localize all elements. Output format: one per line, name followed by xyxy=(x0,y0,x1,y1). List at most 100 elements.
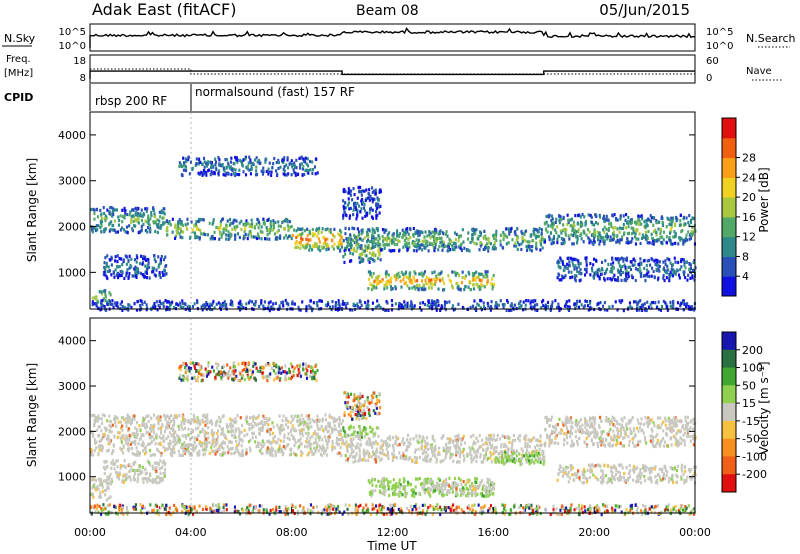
scatter-cell xyxy=(366,246,369,250)
scatter-cell xyxy=(328,229,331,233)
scatter-cell xyxy=(191,429,194,433)
scatter-cell xyxy=(287,166,290,170)
scatter-cell xyxy=(255,222,258,226)
scatter-cell xyxy=(264,375,267,379)
scatter-cell xyxy=(347,187,350,191)
scatter-cell xyxy=(284,173,287,177)
scatter-cell xyxy=(367,270,370,274)
power-colorbar-label: Power [dB] xyxy=(757,167,771,232)
scatter-cell xyxy=(154,215,157,219)
scatter-cell xyxy=(195,220,198,224)
scatter-cell xyxy=(218,373,221,377)
scatter-cell xyxy=(198,440,201,444)
scatter-cell xyxy=(456,460,459,464)
scatter-cell xyxy=(163,268,166,272)
scatter-cell xyxy=(324,228,327,232)
scatter-cell xyxy=(123,473,126,477)
scatter-cell xyxy=(116,435,119,440)
scatter-cell xyxy=(323,435,326,439)
scatter-cell xyxy=(305,366,308,371)
scatter-cell xyxy=(210,445,213,449)
scatter-cell xyxy=(518,306,521,310)
scatter-cell xyxy=(148,276,151,280)
scatter-cell xyxy=(239,308,242,312)
scatter-cell xyxy=(627,241,630,245)
scatter-cell xyxy=(95,208,98,212)
scatter-cell xyxy=(366,213,369,217)
scatter-cell xyxy=(290,452,293,456)
scatter-cell xyxy=(563,240,566,244)
scatter-cell xyxy=(134,218,137,222)
scatter-cell xyxy=(167,442,170,446)
scatter-cell xyxy=(210,163,213,167)
scatter-cell xyxy=(384,271,387,276)
scatter-cell xyxy=(282,304,285,308)
scatter-cell xyxy=(182,416,185,420)
scatter-cell xyxy=(212,218,215,222)
scatter-cell xyxy=(646,274,649,278)
scatter-cell xyxy=(114,230,117,234)
scatter-cell xyxy=(247,375,250,379)
scatter-cell xyxy=(94,229,97,233)
scatter-cell xyxy=(404,242,407,246)
scatter-cell xyxy=(306,242,309,246)
scatter-cell xyxy=(143,257,146,261)
scatter-cell xyxy=(274,220,277,225)
scatter-cell xyxy=(239,372,242,376)
scatter-cell xyxy=(480,278,483,282)
scatter-cell xyxy=(375,426,378,430)
scatter-cell xyxy=(258,222,261,226)
scatter-cell xyxy=(569,218,572,222)
scatter-cell xyxy=(139,271,142,275)
scatter-cell xyxy=(129,478,132,482)
scatter-cell xyxy=(94,417,97,421)
scatter-cell xyxy=(425,281,428,285)
scatter-cell xyxy=(123,214,126,218)
scatter-cell xyxy=(277,160,280,165)
scatter-cell xyxy=(316,171,319,175)
scatter-cell xyxy=(126,436,129,440)
scatter-cell xyxy=(587,213,590,217)
scatter-cell xyxy=(273,156,276,161)
scatter-cell xyxy=(637,217,640,221)
scatter-cell xyxy=(618,270,621,274)
scatter-cell xyxy=(610,238,613,242)
scatter-cell xyxy=(306,233,309,238)
scatter-cell xyxy=(168,417,171,421)
scatter-cell xyxy=(349,308,352,312)
scatter-cell xyxy=(235,446,238,450)
scatter-cell xyxy=(125,225,128,229)
scatter-cell xyxy=(119,472,122,476)
scatter-cell xyxy=(309,374,312,378)
scatter-cell xyxy=(193,436,196,440)
scatter-cell xyxy=(161,478,164,482)
scatter-cell xyxy=(362,249,365,254)
scatter-cell xyxy=(352,187,355,191)
scatter-cell xyxy=(469,305,472,310)
scatter-cell xyxy=(665,225,668,229)
scatter-cell xyxy=(272,436,275,440)
scatter-cell xyxy=(155,469,158,473)
scatter-cell xyxy=(113,462,116,466)
scatter-cell xyxy=(359,185,362,189)
scatter-cell xyxy=(227,429,230,434)
scatter-cell xyxy=(305,244,308,248)
scatter-cell xyxy=(264,237,267,241)
scatter-cell xyxy=(411,286,414,290)
scatter-cell xyxy=(221,415,224,419)
scatter-cell xyxy=(475,282,478,286)
scatter-cell xyxy=(201,444,204,448)
scatter-cell xyxy=(109,293,112,297)
scatter-cell xyxy=(622,259,625,263)
scatter-cell xyxy=(261,423,264,427)
scatter-cell xyxy=(166,414,169,418)
scatter-cell xyxy=(201,303,204,307)
scatter-cell xyxy=(252,419,255,423)
scatter-cell xyxy=(558,278,561,282)
scatter-cell xyxy=(219,226,222,230)
scatter-cell xyxy=(332,420,335,424)
scatter-cell xyxy=(233,361,236,365)
scatter-cell xyxy=(349,214,352,218)
scatter-cell xyxy=(307,433,310,437)
scatter-cell xyxy=(148,223,151,227)
